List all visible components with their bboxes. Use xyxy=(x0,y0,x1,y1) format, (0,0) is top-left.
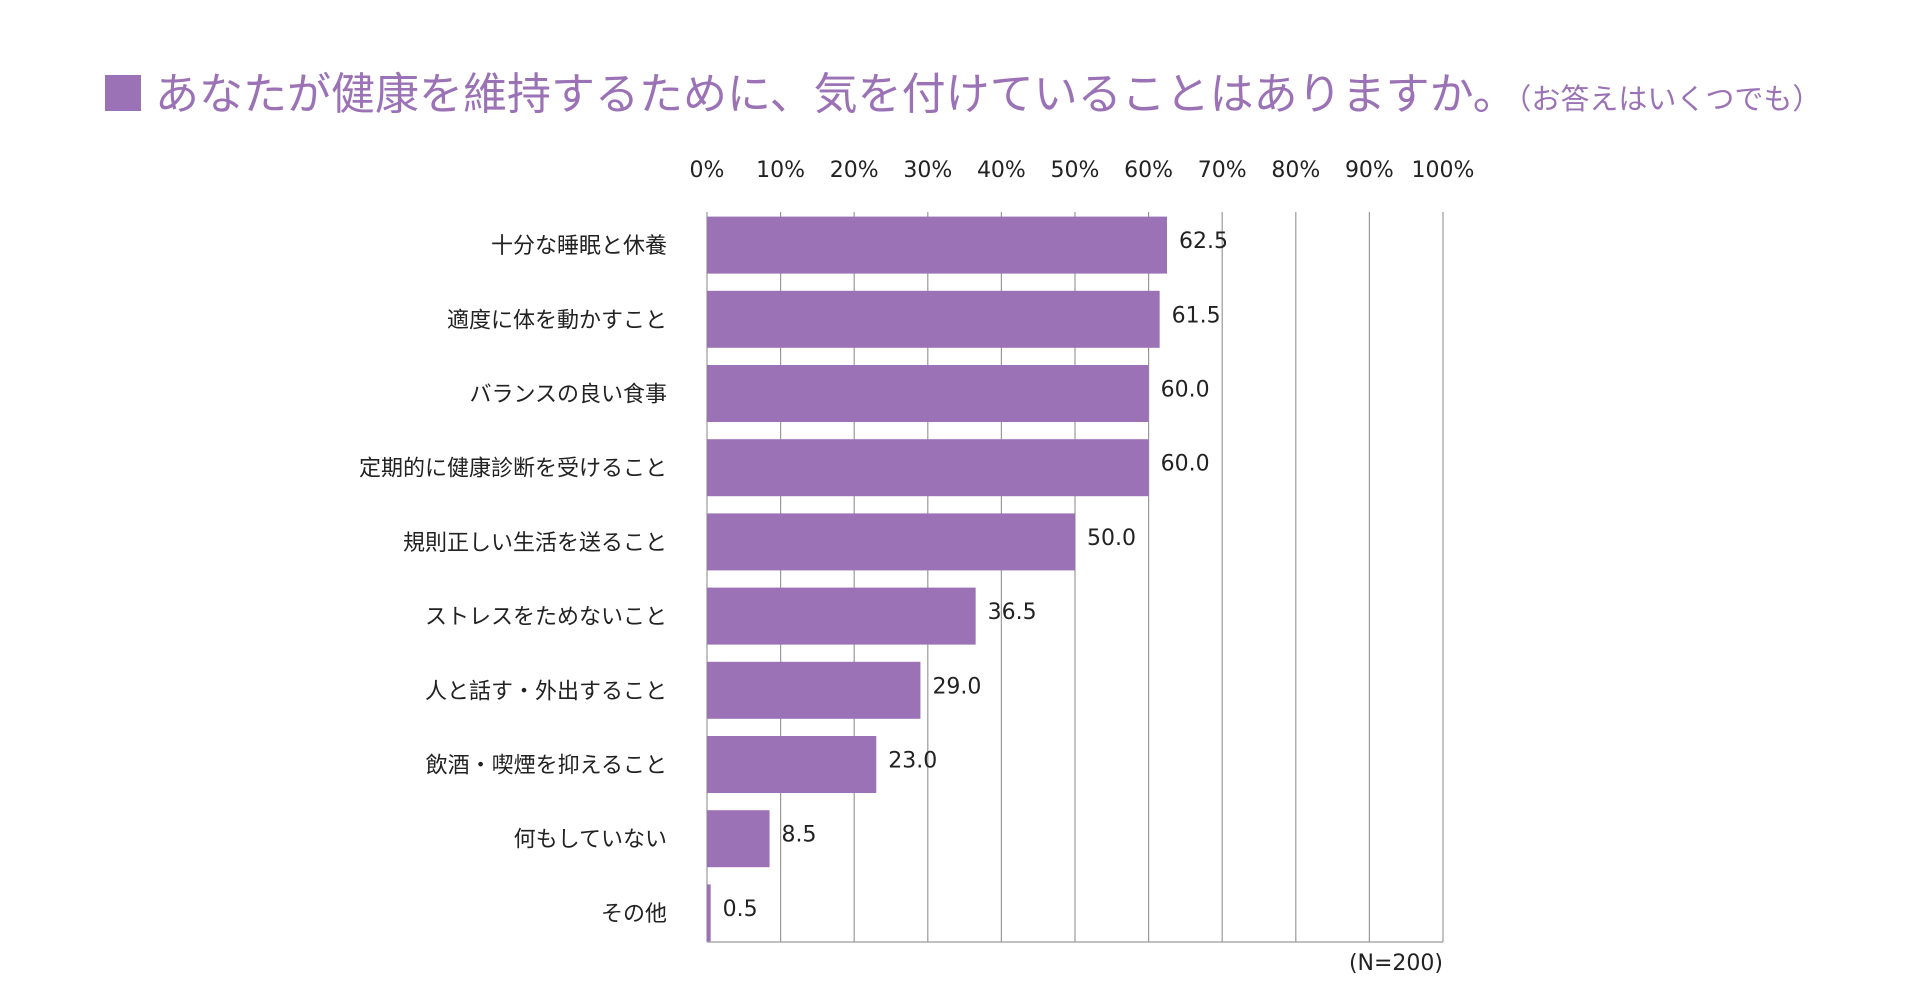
bar xyxy=(707,216,1167,274)
category-label: 定期的に健康診断を受けること xyxy=(359,457,667,482)
x-tick-label: 30% xyxy=(903,158,952,183)
title-square-icon xyxy=(105,75,141,111)
x-tick-label: 10% xyxy=(756,158,805,183)
x-tick-label: 70% xyxy=(1198,158,1247,183)
value-label: 8.5 xyxy=(782,823,817,848)
bars xyxy=(707,216,1167,942)
category-label: 何もしていない xyxy=(514,828,667,853)
x-tick-label: 60% xyxy=(1124,158,1173,183)
page-title: あなたが健康を維持するために、気を付けていることはありますか。（お答えはいくつで… xyxy=(105,58,1821,136)
category-label: バランスの良い食事 xyxy=(469,383,667,408)
bar xyxy=(707,587,976,645)
value-label: 50.0 xyxy=(1087,526,1136,551)
bar xyxy=(707,884,711,942)
value-label: 60.0 xyxy=(1161,378,1210,403)
category-label: 人と話す・外出すること xyxy=(425,679,667,704)
category-label: 適度に体を動かすこと xyxy=(447,308,667,333)
x-tick-label: 20% xyxy=(830,158,879,183)
value-label: 61.5 xyxy=(1172,303,1221,328)
category-label: ストレスをためないこと xyxy=(425,605,667,630)
bar xyxy=(707,810,770,868)
category-label: 規則正しい生活を送ること xyxy=(403,531,667,556)
x-tick-label: 50% xyxy=(1051,158,1100,183)
value-label: 60.0 xyxy=(1161,452,1210,477)
bar xyxy=(707,661,921,719)
bar xyxy=(707,439,1149,497)
category-label: 飲酒・喫煙を抑えること xyxy=(426,754,667,779)
x-tick-label: 90% xyxy=(1345,158,1394,183)
category-labels: 十分な睡眠と休養適度に体を動かすことバランスの良い食事定期的に健康診断を受けるこ… xyxy=(359,234,667,927)
x-tick-label: 0% xyxy=(690,158,725,183)
value-label: 23.0 xyxy=(888,749,937,774)
title-subtitle: （お答えはいくつでも） xyxy=(1516,82,1822,116)
bar xyxy=(707,513,1075,571)
sample-size-note: (N=200) xyxy=(1349,951,1443,976)
category-label: 十分な睡眠と休養 xyxy=(491,234,667,259)
bar xyxy=(707,290,1160,348)
value-label: 0.5 xyxy=(723,897,758,922)
value-label: 62.5 xyxy=(1179,229,1228,254)
title-main: あなたが健康を維持するために、気を付けていることはありますか。 xyxy=(155,69,1517,120)
x-tick-label: 80% xyxy=(1271,158,1320,183)
bar xyxy=(707,736,877,793)
bar xyxy=(707,365,1149,422)
value-label: 36.5 xyxy=(988,600,1037,625)
value-label: 29.0 xyxy=(932,674,981,699)
category-label: その他 xyxy=(601,902,667,927)
value-labels: 62.5 61.5 60.0 60.0 50.0 36.5 29.0 23.0 8.5 0.5 xyxy=(723,229,1228,922)
x-tick-labels: 0% 10% 20% 30% 40% 50% 60% 70% 80% 90% 100% xyxy=(690,158,1475,183)
x-tick-label: 40% xyxy=(977,158,1026,183)
x-tick-label: 100% xyxy=(1412,158,1475,183)
